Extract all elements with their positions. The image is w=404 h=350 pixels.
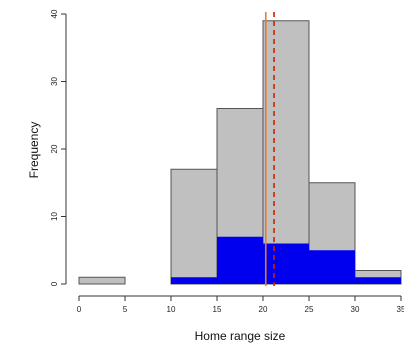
histogram-bar bbox=[262, 20, 310, 285]
x-tick-label: 35 bbox=[397, 305, 404, 314]
histogram-bar bbox=[170, 168, 218, 285]
histogram-bar bbox=[78, 276, 126, 285]
x-tick-label: 25 bbox=[305, 305, 314, 314]
y-tick-label: 0 bbox=[50, 281, 59, 286]
y-tick-label: 20 bbox=[50, 144, 59, 153]
x-tick-label: 30 bbox=[351, 305, 360, 314]
x-tick-label: 10 bbox=[167, 305, 176, 314]
x-tick-label: 0 bbox=[77, 305, 82, 314]
y-tick-label: 40 bbox=[50, 9, 59, 18]
histogram-bar bbox=[309, 250, 355, 284]
histogram-bar bbox=[171, 277, 217, 284]
x-tick-label: 20 bbox=[259, 305, 268, 314]
x-axis: 0 5 10 15 20 25 30 35 bbox=[77, 295, 404, 314]
y-axis-title: Frequency bbox=[27, 122, 41, 179]
histogram-bar bbox=[263, 243, 309, 284]
y-axis: 0 10 20 30 40 bbox=[50, 9, 67, 286]
x-tick-label: 15 bbox=[213, 305, 222, 314]
y-tick-label: 30 bbox=[50, 77, 59, 86]
y-tick-label: 10 bbox=[50, 212, 59, 221]
x-axis-title: Home range size bbox=[195, 329, 286, 343]
histogram-bar bbox=[355, 277, 401, 284]
plot-area bbox=[78, 12, 402, 286]
x-tick-label: 5 bbox=[123, 305, 128, 314]
histogram-bar bbox=[217, 236, 263, 284]
